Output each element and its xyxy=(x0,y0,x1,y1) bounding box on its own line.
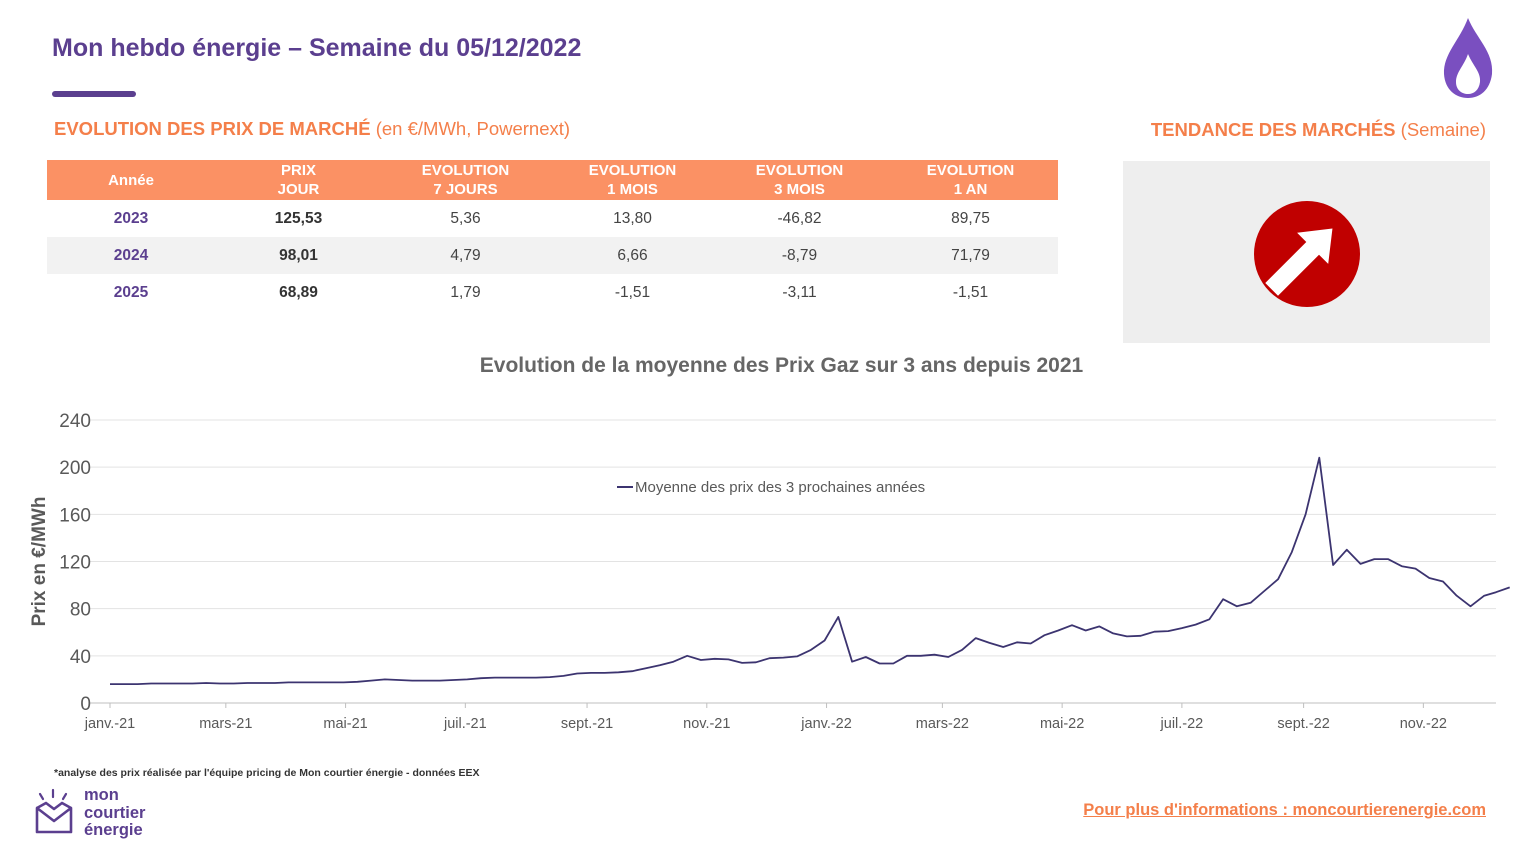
cell-evolution-1-an: -1,51 xyxy=(952,283,989,301)
cell-evolution-1-an: 89,75 xyxy=(951,209,990,227)
cell-year: 2023 xyxy=(113,209,149,227)
cell-prix-jour: 125,53 xyxy=(274,209,323,227)
x-tick-label: mai-21 xyxy=(323,716,367,732)
title-underline xyxy=(52,91,136,97)
brand-name: mon courtier énergie xyxy=(84,786,146,839)
col-header-evolution-7-jours: EVOLUTION 7 JOURS xyxy=(382,160,549,200)
y-tick-label: 0 xyxy=(80,694,91,715)
col-header-annee: Année xyxy=(47,160,215,200)
col-header-prix-jour: PRIX JOUR xyxy=(215,160,382,200)
cell-prix-jour: 98,01 xyxy=(215,237,382,274)
y-tick-label: 200 xyxy=(59,458,91,479)
x-tick-label: mars-21 xyxy=(199,716,252,732)
x-tick-label: sept.-21 xyxy=(561,716,613,732)
cell-year: 2025 xyxy=(113,283,149,301)
cell-prix-jour: 68,89 xyxy=(279,283,318,301)
cell-evolution-3-mois: -3,11 xyxy=(782,283,817,301)
market-prices-table: Année PRIX JOUR EVOLUTION 7 JOURS EVOLUTIO… xyxy=(47,160,1058,311)
x-tick-label: juil.-21 xyxy=(443,716,487,732)
x-tick-label: mars-22 xyxy=(916,716,969,732)
page-title: Mon hebdo énergie – Semaine du 05/12/202… xyxy=(52,34,582,62)
trend-panel xyxy=(1123,161,1490,343)
market-prices-heading-sub: (en €/MWh, Powernext) xyxy=(375,118,571,139)
y-tick-label: 40 xyxy=(70,647,91,668)
cell-evolution-7-jours: 5,36 xyxy=(450,209,481,227)
cell-evolution-1-mois: 13,80 xyxy=(613,209,652,227)
x-tick-label: janv.-22 xyxy=(800,716,852,732)
cell-evolution-1-an: 71,79 xyxy=(883,237,1058,274)
x-tick-label: mai-22 xyxy=(1040,716,1084,732)
trend-heading: TENDANCE DES MARCHÉS (Semaine) xyxy=(1151,119,1486,141)
y-tick-label: 120 xyxy=(59,553,91,574)
table-row: 2025 68,89 1,79 -1,51 -3,11 -1,51 xyxy=(47,274,1058,311)
col-header-evolution-3-mois: EVOLUTION 3 MOIS xyxy=(716,160,883,200)
x-tick-label: sept.-22 xyxy=(1277,716,1329,732)
price-chart: 0 40 80 120 160 200 240 janv.-21 mars-21 mai-21 ju… xyxy=(29,411,1510,732)
table-row: 2023 125,53 5,36 13,80 -46,82 89,75 xyxy=(47,200,1058,237)
x-tick-label: nov.-21 xyxy=(683,716,730,732)
cell-evolution-7-jours: 1,79 xyxy=(450,283,481,301)
y-tick-label: 80 xyxy=(70,600,91,621)
brand-logo: mon courtier énergie xyxy=(34,786,174,842)
cell-evolution-7-jours: 4,79 xyxy=(382,237,549,274)
cell-year: 2024 xyxy=(47,237,215,274)
chart-title: Evolution de la moyenne des Prix Gaz sur… xyxy=(479,354,1084,377)
flame-icon xyxy=(1443,18,1493,98)
y-axis-label: Prix en €/MWh xyxy=(29,497,50,627)
website-link[interactable]: Pour plus d'informations : moncourtieren… xyxy=(1083,801,1486,819)
table-row: 2024 98,01 4,79 6,66 -8,79 71,79 xyxy=(47,237,1058,274)
envelope-heart-icon xyxy=(35,788,73,834)
trend-heading-main: TENDANCE DES MARCHÉS xyxy=(1150,119,1396,140)
market-prices-heading-main: EVOLUTION DES PRIX DE MARCHÉ xyxy=(54,118,371,139)
cell-evolution-1-mois: 6,66 xyxy=(549,237,716,274)
cell-evolution-1-mois: -1,51 xyxy=(614,283,651,301)
up-right-arrow-icon xyxy=(1254,201,1360,307)
x-tick-label: janv.-21 xyxy=(84,716,136,732)
footnote: *analyse des prix réalisée par l'équipe … xyxy=(54,767,480,779)
col-header-evolution-1-an: EVOLUTION 1 AN xyxy=(883,160,1058,200)
market-prices-heading: EVOLUTION DES PRIX DE MARCHÉ (en €/MWh, … xyxy=(54,118,570,140)
table-header-row: Année PRIX JOUR EVOLUTION 7 JOURS EVOLUTIO… xyxy=(47,160,1058,200)
trend-heading-sub: (Semaine) xyxy=(1400,119,1486,140)
series-line xyxy=(110,456,1510,685)
cell-evolution-3-mois: -8,79 xyxy=(716,237,883,274)
y-tick-label: 160 xyxy=(59,505,91,526)
col-header-evolution-1-mois: EVOLUTION 1 MOIS xyxy=(549,160,716,200)
cell-evolution-3-mois: -46,82 xyxy=(777,209,822,227)
legend-label: Moyenne des prix des 3 prochaines années xyxy=(635,479,925,496)
x-tick-label: juil.-22 xyxy=(1160,716,1204,732)
y-tick-label: 240 xyxy=(59,411,91,432)
x-tick-label: nov.-22 xyxy=(1400,716,1447,732)
